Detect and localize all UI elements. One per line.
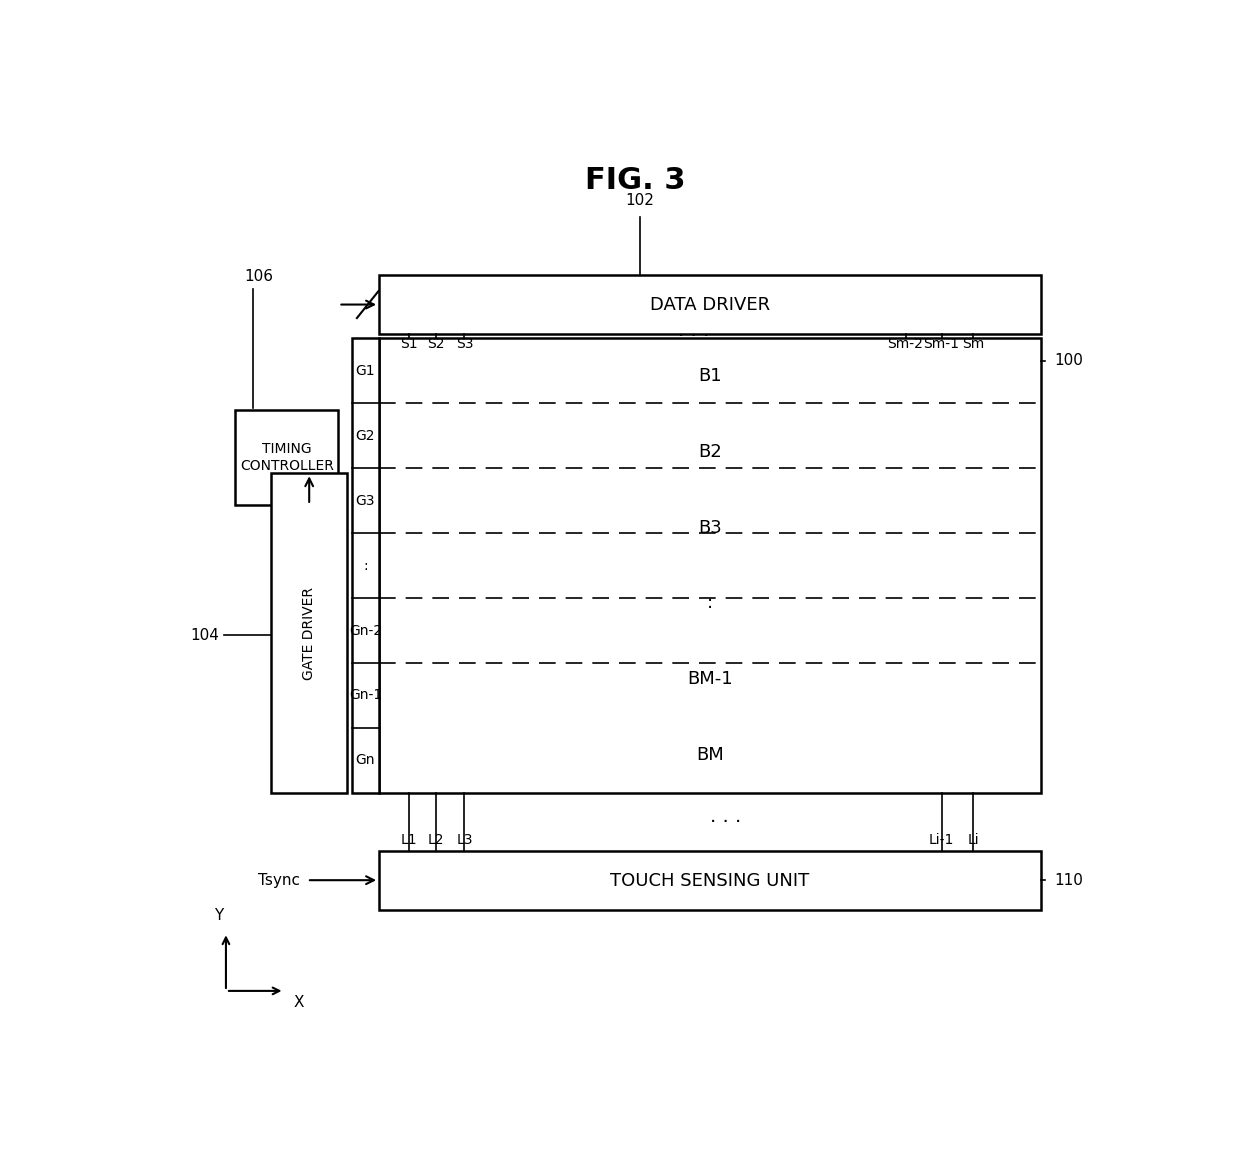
- Text: :: :: [363, 559, 368, 573]
- Text: Li: Li: [967, 832, 978, 846]
- Text: Gn: Gn: [356, 753, 376, 767]
- Text: B1: B1: [698, 367, 722, 386]
- Text: 106: 106: [244, 269, 273, 284]
- Bar: [379, 338, 1040, 793]
- Text: G1: G1: [356, 364, 376, 378]
- Text: · · ·: · · ·: [678, 326, 709, 346]
- Text: TOUCH SENSING UNIT: TOUCH SENSING UNIT: [610, 872, 810, 890]
- Text: · · ·: · · ·: [709, 812, 742, 831]
- Text: 100: 100: [1054, 353, 1083, 368]
- Text: B2: B2: [698, 443, 722, 461]
- Text: S3: S3: [456, 338, 474, 352]
- Text: BM-1: BM-1: [687, 670, 733, 689]
- Bar: [379, 851, 1040, 909]
- Text: 104: 104: [191, 628, 219, 643]
- Text: L3: L3: [456, 832, 472, 846]
- Text: L1: L1: [401, 832, 417, 846]
- Text: Sm-2: Sm-2: [888, 338, 924, 352]
- Text: TIMING
CONTROLLER: TIMING CONTROLLER: [239, 443, 334, 472]
- Bar: [352, 338, 379, 793]
- Text: 110: 110: [1054, 873, 1083, 887]
- Bar: [272, 473, 347, 793]
- Text: S2: S2: [427, 338, 444, 352]
- Text: X: X: [294, 996, 304, 1010]
- Text: BM: BM: [696, 746, 724, 765]
- Text: :: :: [707, 595, 713, 613]
- Text: 102: 102: [625, 193, 655, 208]
- Bar: [234, 410, 339, 505]
- Text: Y: Y: [215, 908, 223, 924]
- Text: Tsync: Tsync: [258, 873, 300, 887]
- Text: FIG. 3: FIG. 3: [585, 166, 686, 195]
- Text: DATA DRIVER: DATA DRIVER: [650, 296, 770, 313]
- Text: Sm: Sm: [962, 338, 985, 352]
- Bar: [379, 275, 1040, 334]
- Text: GATE DRIVER: GATE DRIVER: [303, 587, 316, 679]
- Text: B3: B3: [698, 519, 722, 537]
- Text: S1: S1: [399, 338, 418, 352]
- Text: L2: L2: [428, 832, 444, 846]
- Text: Gn-2: Gn-2: [348, 623, 382, 637]
- Text: Gn-1: Gn-1: [348, 689, 382, 703]
- Text: G3: G3: [356, 493, 376, 507]
- Text: Sm-1: Sm-1: [924, 338, 960, 352]
- Text: Li-1: Li-1: [929, 832, 955, 846]
- Text: G2: G2: [356, 429, 376, 443]
